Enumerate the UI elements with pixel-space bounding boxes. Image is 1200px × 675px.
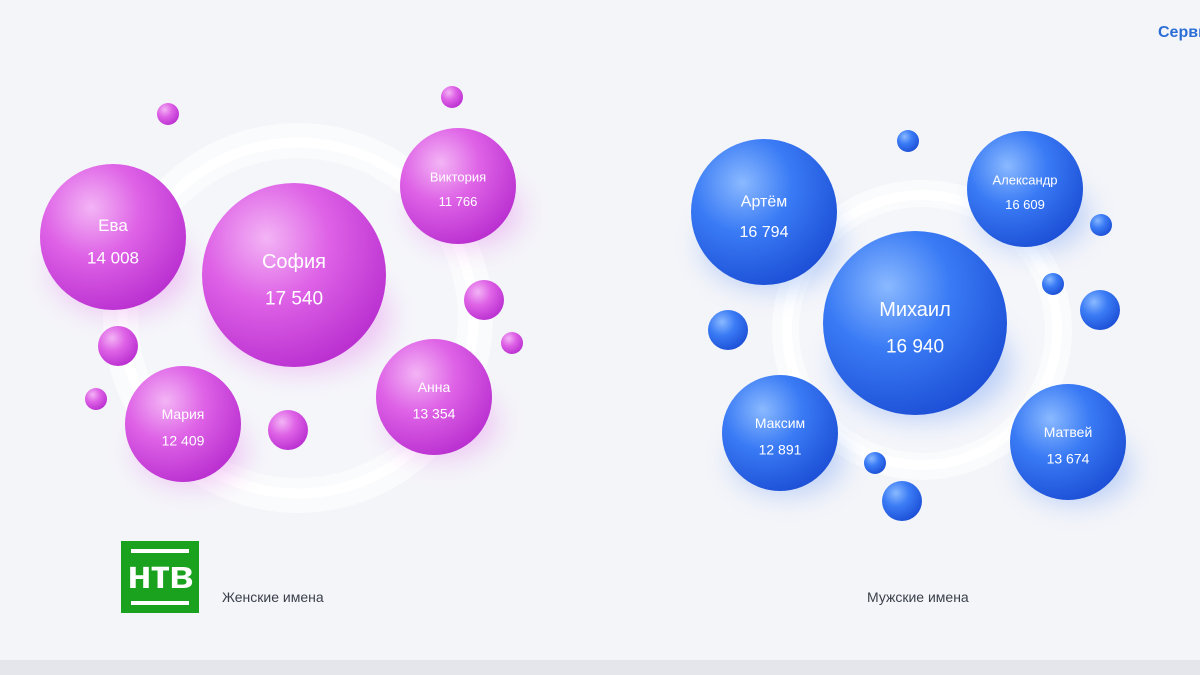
name-bubble: Виктория 11 766 <box>400 128 522 247</box>
bubble-value-label: 13 354 <box>413 406 456 422</box>
bubble-name-label: Мария <box>162 406 205 422</box>
bottom-strip <box>0 660 1200 675</box>
bubble-value-label: 17 540 <box>265 288 323 309</box>
bubble-mark <box>691 139 837 285</box>
bubble-mark <box>376 339 492 455</box>
bubble-mark <box>202 183 386 367</box>
ring <box>117 137 479 499</box>
bubble-value-label: 16 609 <box>1005 197 1045 212</box>
bubble-value-label: 14 008 <box>87 248 139 267</box>
bubble-mark <box>1010 384 1126 500</box>
bubble-name-label: Матвей <box>1044 424 1093 440</box>
bubble-value-label: 16 794 <box>740 224 789 241</box>
bubble-name-label: Артём <box>741 193 787 210</box>
bubble-name-label: София <box>262 251 326 273</box>
decor-sphere <box>464 280 504 320</box>
bubble-value-label: 11 766 <box>439 194 478 209</box>
decor-sphere <box>157 103 179 125</box>
name-bubble: Михаил 16 940 <box>823 231 1011 420</box>
decor-sphere <box>501 332 523 354</box>
bubble-mark <box>967 131 1083 247</box>
decor-sphere <box>882 481 922 521</box>
name-bubble: Александр 16 609 <box>967 131 1089 250</box>
bubble-value-label: 12 891 <box>759 442 802 458</box>
decor-sphere <box>98 326 138 366</box>
bubble-name-label: Максим <box>755 415 805 431</box>
bubble-name-label: Виктория <box>430 169 486 184</box>
male-names-caption: Мужские имена <box>867 589 969 605</box>
ring <box>782 190 1062 470</box>
name-bubble: София 17 540 <box>202 183 390 372</box>
ntv-logo-text: нтв <box>127 553 193 597</box>
bubble-mark <box>400 128 516 244</box>
ntv-logo: нтв <box>121 541 199 613</box>
female-names-caption: Женские имена <box>222 589 324 605</box>
bubble-charts: София 17 540 Ева 14 008 Анна 13 354 Мария 12 40… <box>40 86 1132 521</box>
decor-sphere <box>441 86 463 108</box>
bubble-value-label: 16 940 <box>886 336 944 357</box>
bubble-mark <box>40 164 186 310</box>
bubble-value-label: 13 674 <box>1047 451 1090 467</box>
bubble-mark <box>823 231 1007 415</box>
logo-bar-top <box>131 549 189 553</box>
name-bubble: Матвей 13 674 <box>1010 384 1132 503</box>
bubble-name-label: Михаил <box>879 299 951 321</box>
bubble-value-label: 12 409 <box>162 433 205 449</box>
bubble-name-label: Александр <box>992 172 1057 187</box>
decor-sphere <box>1042 273 1064 295</box>
decor-sphere <box>268 410 308 450</box>
decor-sphere <box>897 130 919 152</box>
bubble-mark <box>125 366 241 482</box>
decor-sphere <box>1090 214 1112 236</box>
name-bubble: Анна 13 354 <box>376 339 498 458</box>
logo-bar-bottom <box>131 601 189 605</box>
bubble-mark <box>722 375 838 491</box>
name-bubble: Максим 12 891 <box>722 375 844 494</box>
decor-sphere <box>864 452 886 474</box>
bubble-name-label: Анна <box>418 379 451 395</box>
name-bubble: Артём 16 794 <box>691 139 842 289</box>
service-link[interactable]: Серви <box>1158 24 1200 41</box>
decor-sphere <box>85 388 107 410</box>
bubble-name-label: Ева <box>98 216 128 235</box>
name-bubble: Ева 14 008 <box>40 164 191 314</box>
decor-sphere <box>708 310 748 350</box>
name-bubble: Мария 12 409 <box>125 366 247 485</box>
decor-sphere <box>1080 290 1120 330</box>
